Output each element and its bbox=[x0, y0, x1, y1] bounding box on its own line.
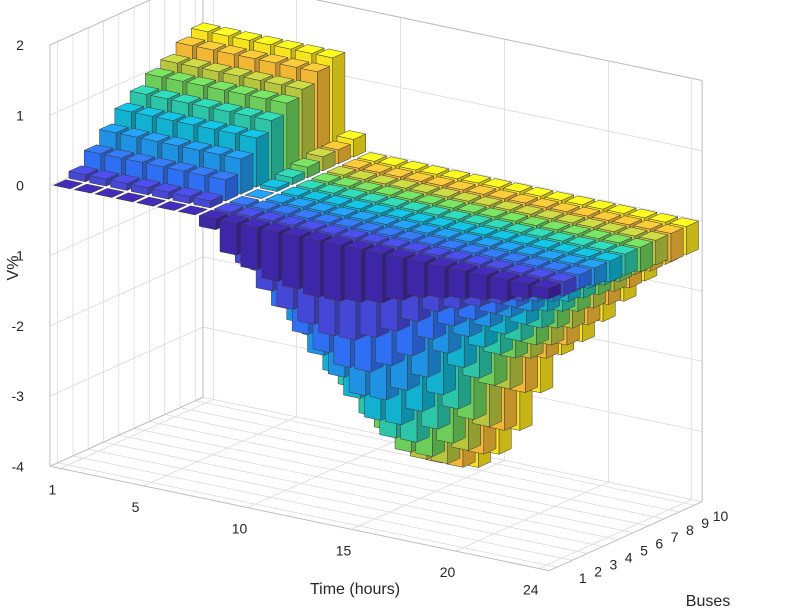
y-axis-label: Buses bbox=[686, 593, 730, 610]
z-tick-label: 2 bbox=[16, 37, 24, 53]
z-tick-label: 1 bbox=[16, 107, 24, 123]
bar-bus1-hour4 bbox=[115, 192, 146, 203]
y-tick-label: 10 bbox=[713, 508, 729, 524]
x-axis-label: Time (hours) bbox=[310, 581, 400, 598]
bar-bus4-hour8 bbox=[244, 189, 275, 199]
x-tick-label: 24 bbox=[523, 582, 539, 598]
bar-bus1-hour1 bbox=[53, 179, 83, 189]
axis-edge bbox=[314, 0, 703, 81]
axis-edge bbox=[49, 465, 550, 572]
grid-line bbox=[60, 399, 214, 469]
bar-bus1-hour3 bbox=[94, 188, 125, 198]
bar-bus1-hour7 bbox=[178, 205, 208, 216]
x-tick-label: 15 bbox=[336, 542, 352, 558]
axis-edge bbox=[49, 0, 152, 46]
grid-line bbox=[49, 326, 204, 397]
axis-edge bbox=[49, 396, 204, 467]
bar-bus1-hour2 bbox=[74, 183, 104, 194]
bar-bus2-hour7 bbox=[193, 191, 223, 209]
grid-line bbox=[351, 459, 505, 530]
grid-line bbox=[49, 256, 204, 327]
grid-line bbox=[57, 462, 557, 568]
grid-line bbox=[118, 434, 619, 541]
grid-line bbox=[149, 421, 649, 527]
grid-line bbox=[103, 441, 603, 547]
y-tick-label: 5 bbox=[640, 543, 648, 559]
bar-bus2-hour2 bbox=[89, 169, 119, 187]
y-tick-label: 3 bbox=[610, 556, 618, 572]
x-tick-label: 1 bbox=[48, 481, 56, 497]
y-tick-label: 7 bbox=[671, 529, 679, 545]
y-tick-label: 9 bbox=[701, 515, 709, 531]
x-tick-label: 10 bbox=[232, 521, 248, 537]
z-tick-label: 0 bbox=[16, 177, 24, 193]
grid-line bbox=[134, 427, 634, 534]
grid-line bbox=[143, 416, 297, 487]
z-axis-label: V% bbox=[5, 256, 22, 281]
z-tick-label: -1 bbox=[11, 248, 24, 264]
x-tick-label: 20 bbox=[440, 564, 456, 580]
z-tick-label: -2 bbox=[11, 318, 24, 334]
z-tick-label: -4 bbox=[11, 458, 24, 474]
z-tick-label: -3 bbox=[11, 388, 24, 404]
grid-line bbox=[455, 481, 609, 552]
y-tick-label: 6 bbox=[655, 536, 663, 552]
y-tick-label: 8 bbox=[686, 522, 694, 538]
grid-line bbox=[538, 499, 692, 569]
y-tick-label: 4 bbox=[625, 550, 633, 566]
grid-line bbox=[88, 448, 588, 554]
bar-bus2-hour5 bbox=[151, 182, 182, 200]
bar-bus1-hour5 bbox=[136, 196, 166, 207]
bars-layer bbox=[53, 22, 699, 468]
grid-line bbox=[164, 414, 664, 520]
axis-edge bbox=[548, 501, 703, 572]
bar-bus1-hour6 bbox=[157, 201, 187, 211]
grid-line bbox=[72, 455, 573, 561]
bar-bus1-hour24 bbox=[531, 279, 562, 300]
x-tick-label: 5 bbox=[132, 499, 140, 515]
bar-bus5-hour8 bbox=[260, 178, 290, 192]
grid-line bbox=[247, 438, 401, 508]
y-tick-label: 1 bbox=[579, 570, 587, 586]
y-tick-label: 2 bbox=[594, 563, 602, 579]
